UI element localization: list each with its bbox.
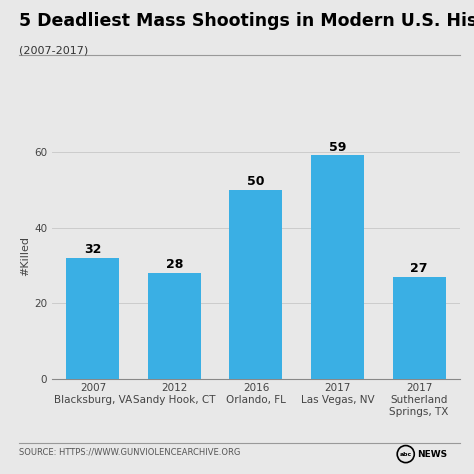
Bar [311,155,364,379]
Text: SOURCE: HTTPS://WWW.GUNVIOLENCEARCHIVE.ORG: SOURCE: HTTPS://WWW.GUNVIOLENCEARCHIVE.O… [19,448,240,457]
Bar [66,258,119,379]
Text: 32: 32 [84,243,101,256]
Text: 28: 28 [166,258,183,271]
Text: abc: abc [400,452,412,456]
Text: 50: 50 [247,175,264,188]
Text: (2007-2017): (2007-2017) [19,45,88,55]
Text: 59: 59 [329,141,346,154]
Text: NEWS: NEWS [417,450,447,458]
Text: 5 Deadliest Mass Shootings in Modern U.S. History: 5 Deadliest Mass Shootings in Modern U.S… [19,12,474,30]
Bar [229,190,283,379]
Bar [392,277,446,379]
Bar [148,273,201,379]
Text: 27: 27 [410,262,428,275]
Y-axis label: #Killed: #Killed [20,236,30,276]
